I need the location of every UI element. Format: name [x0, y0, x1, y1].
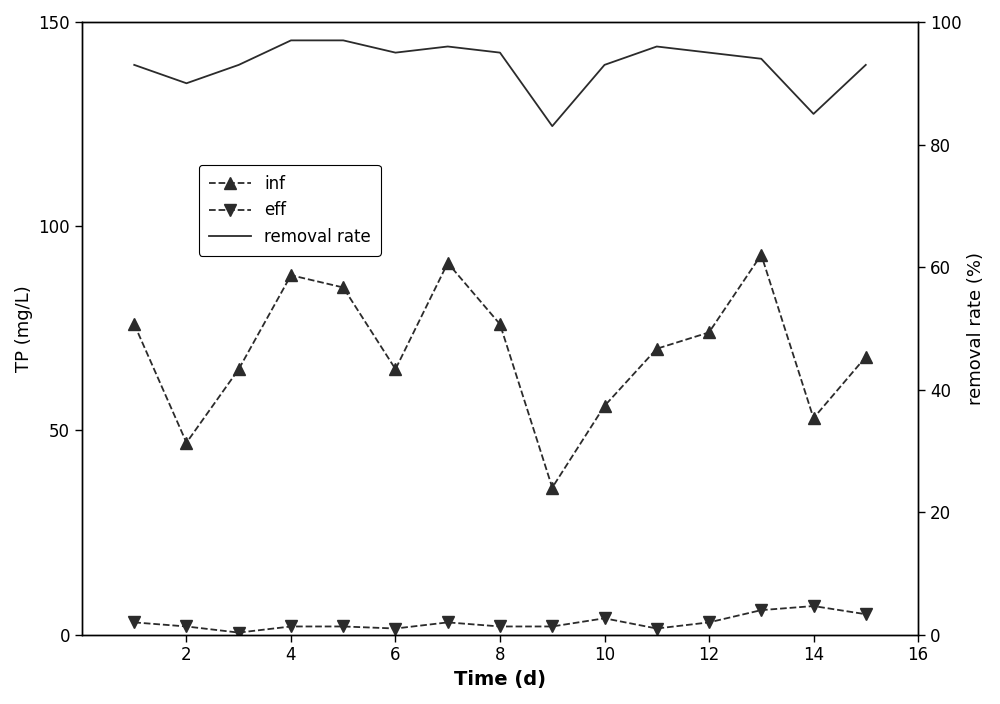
- inf: [442, 259, 454, 268]
- Legend: inf, eff, removal rate: inf, eff, removal rate: [199, 165, 381, 256]
- inf: [494, 320, 506, 329]
- Y-axis label: TP (mg/L): TP (mg/L): [15, 285, 33, 372]
- inf: [128, 320, 140, 329]
- inf: [180, 439, 192, 447]
- eff: [233, 629, 245, 637]
- removal rate: [233, 61, 245, 69]
- eff: [285, 622, 297, 631]
- removal rate: [389, 49, 401, 57]
- inf: [808, 414, 820, 422]
- removal rate: [703, 49, 715, 57]
- inf: [546, 484, 558, 492]
- eff: [599, 614, 611, 622]
- eff: [651, 624, 663, 633]
- Line: inf: inf: [129, 249, 871, 494]
- eff: [128, 618, 140, 627]
- Line: eff: eff: [129, 601, 871, 638]
- eff: [389, 624, 401, 633]
- removal rate: [808, 110, 820, 118]
- eff: [494, 622, 506, 631]
- removal rate: [546, 122, 558, 130]
- eff: [180, 622, 192, 631]
- eff: [546, 622, 558, 631]
- removal rate: [285, 36, 297, 44]
- Line: removal rate: removal rate: [134, 40, 866, 126]
- inf: [389, 365, 401, 373]
- eff: [703, 618, 715, 627]
- X-axis label: Time (d): Time (d): [454, 670, 546, 689]
- inf: [337, 283, 349, 291]
- eff: [808, 602, 820, 610]
- Y-axis label: removal rate (%): removal rate (%): [967, 252, 985, 405]
- inf: [703, 328, 715, 337]
- eff: [755, 606, 767, 615]
- removal rate: [442, 42, 454, 51]
- removal rate: [180, 79, 192, 87]
- inf: [651, 344, 663, 353]
- removal rate: [651, 42, 663, 51]
- removal rate: [755, 54, 767, 63]
- removal rate: [599, 61, 611, 69]
- removal rate: [494, 49, 506, 57]
- eff: [860, 610, 872, 618]
- removal rate: [128, 61, 140, 69]
- eff: [337, 622, 349, 631]
- removal rate: [337, 36, 349, 44]
- inf: [860, 353, 872, 361]
- eff: [442, 618, 454, 627]
- inf: [233, 365, 245, 373]
- inf: [285, 271, 297, 279]
- inf: [755, 251, 767, 259]
- inf: [599, 402, 611, 410]
- removal rate: [860, 61, 872, 69]
